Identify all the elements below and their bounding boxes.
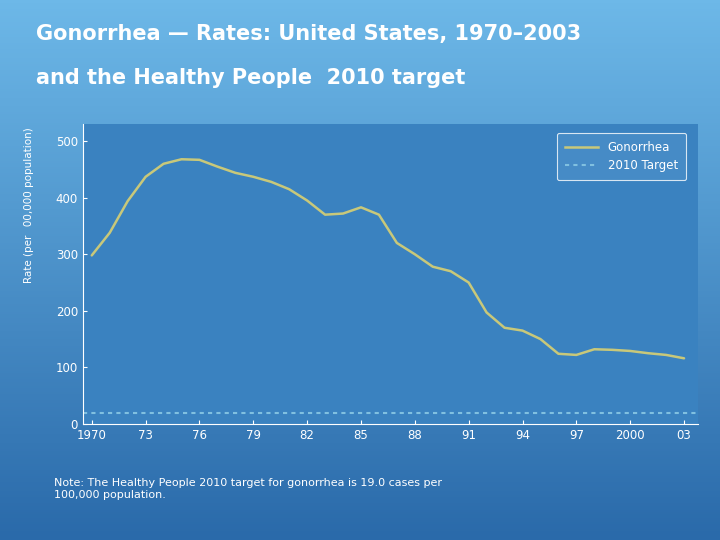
Text: Gonorrhea — Rates: United States, 1970–2003: Gonorrhea — Rates: United States, 1970–2… (36, 24, 581, 44)
Text: Rate (per  00,000 population): Rate (per 00,000 population) (24, 127, 34, 283)
Legend: Gonorrhea, 2010 Target: Gonorrhea, 2010 Target (557, 133, 686, 180)
Text: and the Healthy People  2010 target: and the Healthy People 2010 target (36, 68, 465, 87)
Text: Note: The Healthy People 2010 target for gonorrhea is 19.0 cases per
100,000 pop: Note: The Healthy People 2010 target for… (54, 478, 442, 500)
